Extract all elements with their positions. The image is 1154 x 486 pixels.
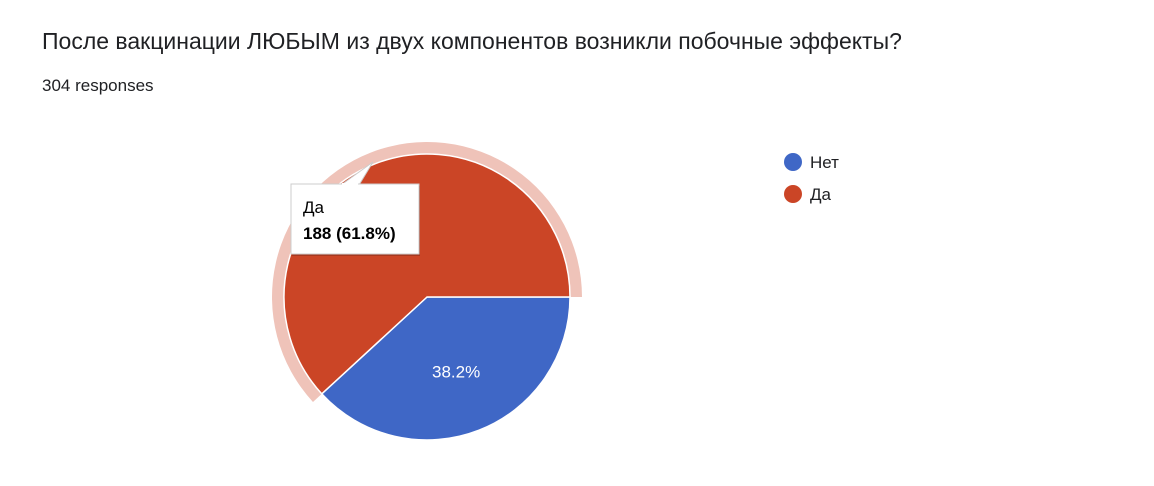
legend-label: Нет — [810, 153, 839, 172]
legend-label: Да — [810, 185, 832, 204]
question-title: После вакцинации ЛЮБЫМ из двух компонент… — [42, 28, 902, 54]
tooltip-title: Да — [303, 198, 325, 217]
tooltip-box — [290, 183, 420, 255]
pie-slice-net[interactable] — [320, 296, 571, 441]
response-count: 304 responses — [42, 76, 154, 95]
legend-swatch — [784, 153, 802, 171]
legend-item-da[interactable]: Да — [784, 185, 832, 204]
legend-item-net[interactable]: Нет — [784, 153, 839, 172]
slice-percent-label-net: 38.2% — [432, 363, 480, 382]
tooltip-pointer-join — [342, 183, 358, 186]
legend-swatch — [784, 185, 802, 203]
slice-tooltip: Да 188 (61.8%) — [290, 161, 420, 256]
tooltip-value: 188 (61.8%) — [303, 224, 396, 243]
